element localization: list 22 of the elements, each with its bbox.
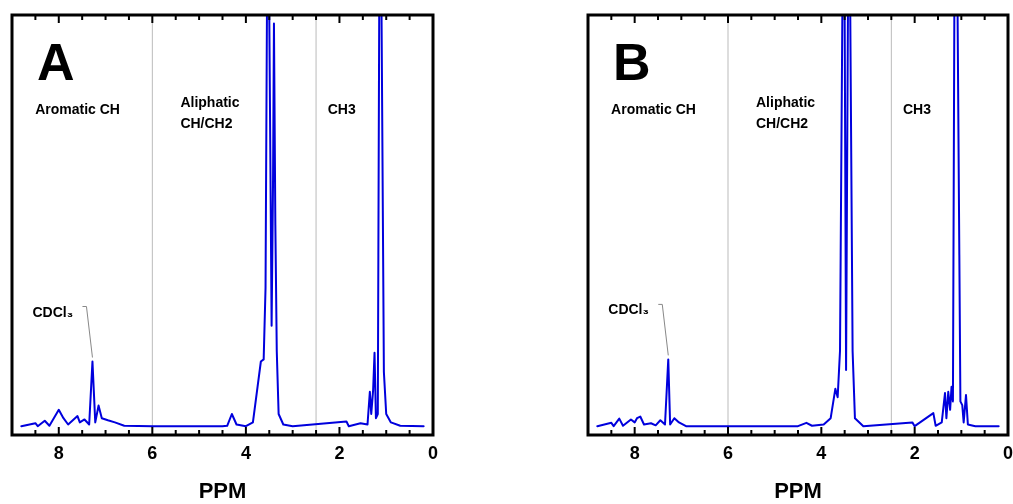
annotation: Aliphatic CH/CH2 xyxy=(180,94,240,132)
x-tick-label: 2 xyxy=(334,443,345,463)
annotation: CDCl₃ xyxy=(32,303,74,320)
annotation: CH3 xyxy=(327,100,356,117)
annotation: Aromatic CH xyxy=(35,100,120,117)
x-axis-title: PPM xyxy=(198,478,247,503)
x-tick-label: 6 xyxy=(722,443,734,463)
annotation: CH3 xyxy=(903,100,932,117)
annotation: CDCl₃ xyxy=(608,301,649,318)
chart-title: B xyxy=(613,33,651,91)
chart-title: A xyxy=(37,33,75,91)
x-tick-label: 0 xyxy=(427,443,439,463)
x-tick-label: 2 xyxy=(909,443,920,463)
x-tick-label: 6 xyxy=(147,443,158,463)
x-tick-label: 8 xyxy=(53,443,64,463)
x-tick-label: 4 xyxy=(240,443,251,463)
annotation: Aromatic CH xyxy=(611,100,696,117)
annotation: Aliphatic CH/CH2 xyxy=(756,94,816,132)
x-tick-label: 8 xyxy=(629,443,640,463)
x-tick-label: 4 xyxy=(816,443,827,463)
x-axis-title: PPM xyxy=(774,478,822,503)
x-tick-label: 0 xyxy=(1002,443,1013,463)
